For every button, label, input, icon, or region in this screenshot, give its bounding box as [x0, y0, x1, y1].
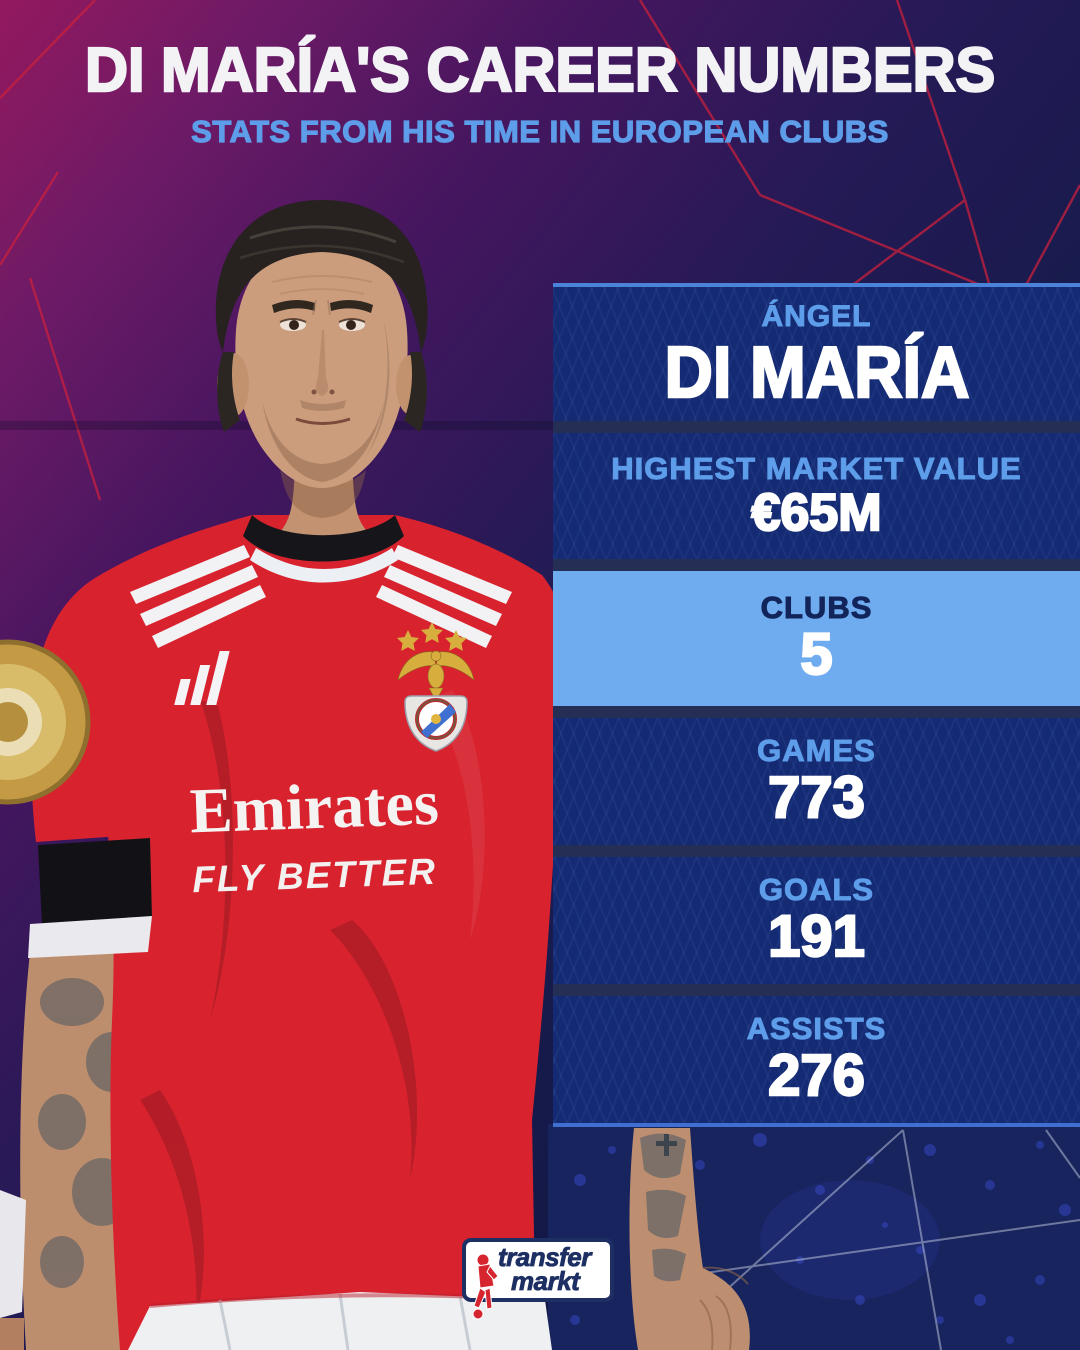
stat-row-goals: GOALS 191 [553, 857, 1080, 984]
infographic-poster: Emirates FLY BETTER [0, 0, 1080, 1350]
jersey-tagline-text: FLY BETTER [192, 851, 438, 901]
logo-word-markt: markt [498, 1270, 610, 1294]
page-subtitle: STATS FROM HIS TIME IN EUROPEAN CLUBS [0, 116, 1080, 147]
player-first-name: ÁNGEL [762, 300, 872, 333]
market-value: €65M [751, 486, 881, 541]
stat-value: 276 [768, 1046, 865, 1107]
player-last-name: DI MARÍA [664, 337, 969, 409]
jersey-sponsor-text: Emirates [189, 767, 440, 847]
stat-label: CLUBS [761, 591, 873, 625]
stat-label: GAMES [757, 734, 876, 768]
black-armband [38, 838, 152, 924]
header: DI MARÍA'S CAREER NUMBERS STATS FROM HIS… [0, 40, 1080, 147]
stadium-board [548, 1124, 1080, 1350]
market-value-label: HIGHEST MARKET VALUE [611, 452, 1021, 486]
footballer-icon [468, 1252, 502, 1320]
market-value-block: HIGHEST MARKET VALUE €65M [553, 433, 1080, 559]
stat-label: ASSISTS [747, 1012, 887, 1046]
page-title: DI MARÍA'S CAREER NUMBERS [85, 40, 995, 102]
stat-row-games: GAMES 773 [553, 718, 1080, 845]
stats-panel: ÁNGEL DI MARÍA HIGHEST MARKET VALUE €65M… [553, 283, 1080, 1127]
transfermarkt-logo: transfer markt [462, 1238, 614, 1302]
stat-label: GOALS [759, 873, 874, 907]
stat-row-clubs: CLUBS 5 [553, 571, 1080, 706]
stat-value: 5 [800, 625, 832, 686]
player-name-block: ÁNGEL DI MARÍA [553, 287, 1080, 421]
stat-value: 773 [768, 768, 865, 829]
stat-value: 191 [768, 907, 865, 968]
stat-row-assists: ASSISTS 276 [553, 996, 1080, 1123]
